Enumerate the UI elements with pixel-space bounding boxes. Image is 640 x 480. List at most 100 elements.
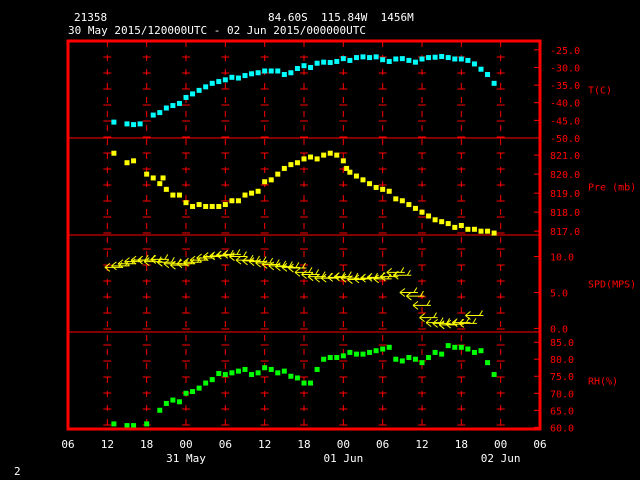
pressure-point bbox=[478, 228, 484, 234]
humidity-point bbox=[340, 353, 346, 359]
wind-barb-feather bbox=[347, 271, 352, 277]
wind-barb-head bbox=[334, 276, 340, 282]
temperature-point bbox=[445, 55, 451, 61]
pressure-point bbox=[406, 202, 412, 208]
wind-barb-head bbox=[419, 317, 425, 323]
humidity-point bbox=[386, 344, 392, 350]
humidity-point bbox=[465, 346, 471, 352]
temperature-point bbox=[190, 91, 196, 97]
x-tick-label: 06 bbox=[219, 438, 232, 451]
wind-barb-head bbox=[406, 295, 412, 301]
temperature-point bbox=[373, 54, 379, 60]
temperature-point bbox=[150, 112, 156, 118]
y-tick-label: 80.0 bbox=[550, 355, 574, 366]
wind-barb-head bbox=[320, 277, 327, 283]
y-tick-label: 10.0 bbox=[550, 253, 574, 264]
wind-barb-head bbox=[353, 274, 360, 280]
temperature-point bbox=[321, 59, 327, 65]
y-tick-label: -50.0 bbox=[550, 134, 580, 145]
humidity-point bbox=[144, 421, 150, 427]
plot-frame bbox=[66, 39, 542, 431]
temperature-point bbox=[242, 73, 248, 79]
pressure-point bbox=[419, 209, 425, 215]
wind-barb-head bbox=[255, 258, 261, 264]
wind-barb-feather bbox=[321, 271, 326, 277]
wind-barb-head bbox=[268, 265, 275, 271]
wind-barb-head bbox=[235, 255, 242, 261]
wind-barb-head bbox=[301, 270, 307, 275]
wind-barb-head bbox=[386, 267, 393, 273]
wind-barb-head bbox=[314, 277, 320, 283]
humidity-point bbox=[203, 380, 209, 386]
humidity-point bbox=[275, 370, 281, 376]
humidity-point bbox=[485, 360, 491, 366]
temperature-point bbox=[249, 71, 255, 77]
x-tick-label: 18 bbox=[297, 438, 310, 451]
x-tick-label: 06 bbox=[61, 438, 74, 451]
humidity-point bbox=[124, 423, 130, 429]
pressure-point bbox=[301, 156, 307, 162]
temperature-point bbox=[229, 74, 235, 80]
pressure-point bbox=[157, 181, 163, 187]
temperature-point bbox=[452, 56, 458, 62]
wind-barb-head bbox=[307, 276, 314, 282]
temperature-point bbox=[478, 66, 484, 72]
wind-barb-head bbox=[176, 259, 183, 265]
station-location: 84.60S 115.84W 1456M bbox=[268, 11, 414, 24]
humidity-point bbox=[360, 351, 366, 357]
y-tick-label: 819.0 bbox=[550, 189, 580, 200]
temperature-point bbox=[426, 55, 432, 61]
wind-barb-head bbox=[196, 253, 202, 259]
humidity-point bbox=[235, 368, 241, 374]
temperature-point bbox=[222, 77, 228, 83]
wind-barb-feather bbox=[144, 254, 149, 261]
wind-barb-head bbox=[117, 263, 124, 269]
wind-barb-head bbox=[393, 270, 399, 276]
wind-barb-head bbox=[438, 324, 445, 330]
humidity-point bbox=[334, 355, 340, 361]
temperature-point bbox=[288, 70, 294, 76]
panel-label: T(C) bbox=[588, 86, 612, 97]
temperature-point bbox=[419, 56, 425, 62]
wind-barb-head bbox=[458, 322, 465, 328]
humidity-point bbox=[301, 380, 307, 386]
pressure-point bbox=[445, 221, 451, 227]
pressure-point bbox=[412, 205, 418, 211]
humidity-point bbox=[471, 349, 477, 355]
wind-barb-head bbox=[465, 315, 471, 320]
wind-barb-head bbox=[288, 263, 294, 269]
humidity-point bbox=[399, 358, 405, 364]
humidity-point bbox=[111, 421, 117, 427]
wind-barb-head bbox=[137, 255, 143, 261]
humidity-point bbox=[229, 370, 235, 376]
temperature-point bbox=[163, 105, 169, 111]
page-number: 2 bbox=[14, 465, 21, 478]
humidity-point bbox=[196, 385, 202, 391]
humidity-point bbox=[216, 371, 222, 377]
temperature-point bbox=[439, 54, 445, 60]
temperature-point bbox=[301, 63, 307, 69]
wind-barb-head bbox=[320, 273, 327, 279]
wind-barb-head bbox=[294, 271, 301, 277]
wind-barb-head bbox=[366, 277, 373, 282]
wind-barb-head bbox=[288, 267, 294, 273]
humidity-point bbox=[131, 423, 137, 429]
wind-barb-head bbox=[216, 250, 222, 256]
temperature-point bbox=[137, 121, 143, 127]
panel-label: RH(%) bbox=[588, 377, 618, 388]
wind-barb-feather bbox=[282, 260, 287, 267]
pressure-point bbox=[111, 150, 117, 156]
pressure-point bbox=[386, 188, 392, 194]
y-tick-label: 5.0 bbox=[550, 288, 568, 299]
wind-barb-feather bbox=[262, 256, 267, 262]
wind-barb-head bbox=[340, 277, 347, 283]
time-range: 30 May 2015/120000UTC - 02 Jun 2015/0000… bbox=[68, 24, 367, 37]
wind-barb-feather bbox=[236, 249, 241, 255]
wind-barb-head bbox=[465, 311, 471, 316]
pressure-point bbox=[367, 181, 373, 187]
temperature-point bbox=[308, 64, 314, 70]
pressure-point bbox=[170, 192, 176, 198]
wind-barb-head bbox=[261, 264, 268, 269]
wind-barb-head bbox=[432, 322, 438, 328]
wind-barb-feather bbox=[439, 317, 444, 323]
